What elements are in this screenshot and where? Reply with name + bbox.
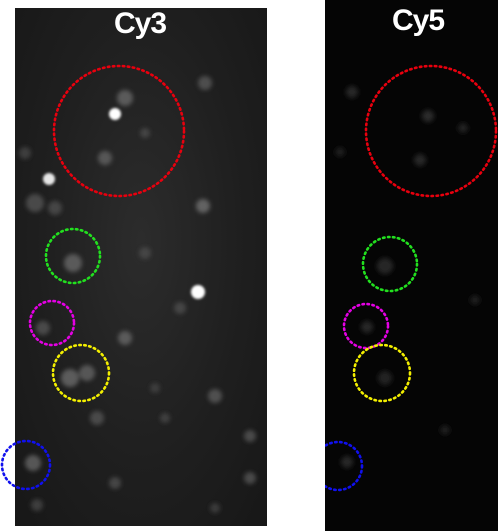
cy5-image-panel: [325, 0, 498, 531]
faint-spots: [335, 86, 480, 468]
cy3-roi-blue-circle: [0, 436, 56, 494]
roi-red-circle: [54, 66, 184, 196]
roi-red-circle: [366, 66, 496, 196]
cy3-channel-label: Cy3: [90, 7, 190, 41]
cy5-micrograph: [325, 0, 498, 531]
bright-spots: [43, 108, 205, 299]
roi-magenta-circle: [30, 301, 74, 345]
cy5-channel-label: Cy5: [368, 4, 468, 38]
